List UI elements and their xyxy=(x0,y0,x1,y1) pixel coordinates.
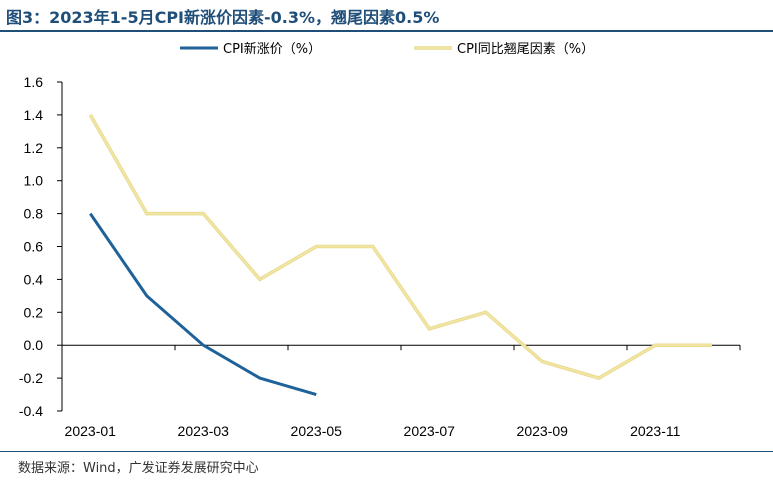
series-line-2-inner xyxy=(89,114,712,380)
bottom-rule xyxy=(0,451,773,452)
figure-title: 图3：2023年1-5月CPI新涨价因素-0.3%，翘尾因素0.5% xyxy=(6,8,440,27)
series-line-1 xyxy=(89,212,317,397)
legend: CPI新涨价（%） CPI同比翘尾因素（%） xyxy=(180,41,594,57)
title-rule xyxy=(0,30,773,32)
y-tick-label: 1.4 xyxy=(24,107,44,123)
y-tick-label: 1.6 xyxy=(24,74,44,90)
x-tick-label: 2023-05 xyxy=(291,423,343,439)
legend-label-1: CPI新涨价（%） xyxy=(223,41,321,57)
y-tick-label: -0.2 xyxy=(19,370,43,386)
y-tick-label: 0.2 xyxy=(24,304,44,320)
y-tick-label: 0.6 xyxy=(24,239,44,255)
y-tick-label: 1.2 xyxy=(24,140,44,156)
x-tick-label: 2023-11 xyxy=(630,423,681,439)
x-tick-label: 2023-01 xyxy=(65,423,117,439)
x-tick-label: 2023-09 xyxy=(517,423,569,439)
y-tick-label: 0.8 xyxy=(24,206,44,222)
data-source: 数据来源：Wind，广发证券发展研究中心 xyxy=(18,461,259,476)
axes: -0.4 -0.2 0.0 0.2 0.4 0.6 0.8 1.0 1.2 1.4 1.6 2023-… xyxy=(19,74,741,439)
y-tick-label: 0.4 xyxy=(24,271,44,287)
legend-label-2: CPI同比翘尾因素（%） xyxy=(457,42,594,57)
line-chart: CPI新涨价（%） CPI同比翘尾因素（%） -0.4 -0.2 0.0 0.2 0.4 0… xyxy=(19,41,741,439)
x-tick-label: 2023-07 xyxy=(404,423,456,439)
series-lines xyxy=(88,114,712,397)
y-tick-label: -0.4 xyxy=(19,403,43,419)
y-tick-label: 0.0 xyxy=(24,337,44,353)
series-line-2 xyxy=(88,114,712,380)
x-tick-label: 2023-03 xyxy=(178,423,230,439)
y-tick-label: 1.0 xyxy=(24,173,44,189)
